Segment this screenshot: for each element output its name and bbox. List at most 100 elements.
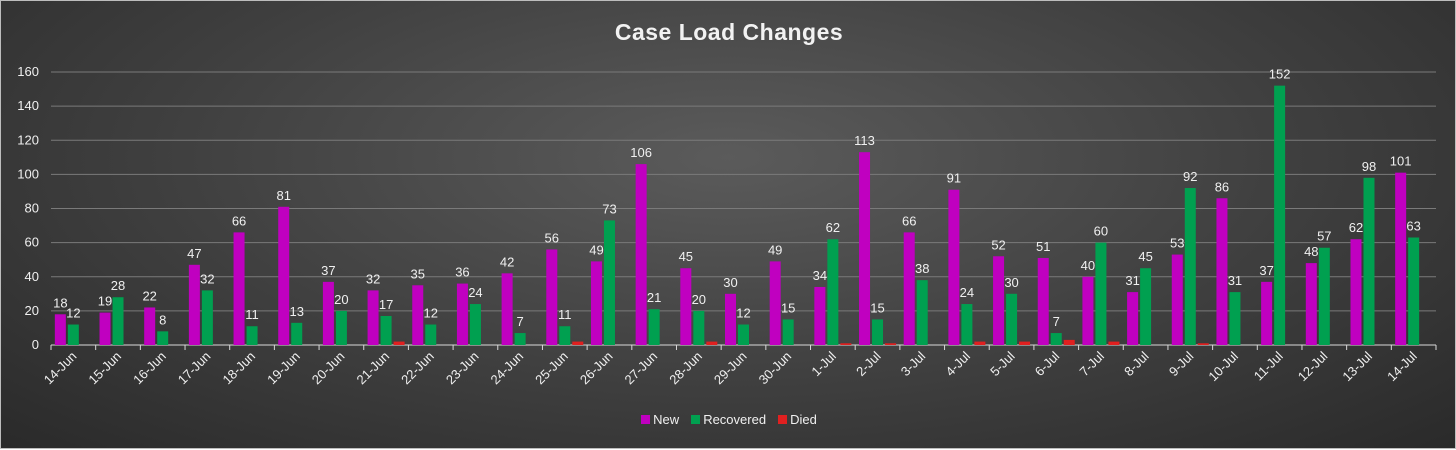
x-tick-label: 12-Jul xyxy=(1295,348,1331,384)
bar-recovered xyxy=(1363,177,1375,345)
data-label-recovered: 98 xyxy=(1362,159,1376,174)
chart-title: Case Load Changes xyxy=(614,19,844,45)
bar-new xyxy=(99,312,111,345)
bar-died xyxy=(974,341,986,345)
data-label-new: 40 xyxy=(1081,258,1095,273)
x-tick-label: 14-Jun xyxy=(41,349,80,388)
x-tick-label: 14-Jul xyxy=(1384,348,1420,384)
bar-new xyxy=(1127,292,1139,345)
x-tick-label: 19-Jun xyxy=(264,349,303,388)
bar-recovered xyxy=(201,290,213,345)
bar-new xyxy=(680,268,692,345)
data-label-recovered: 21 xyxy=(647,290,661,305)
bar-new xyxy=(501,273,513,345)
data-label-new: 49 xyxy=(768,242,782,257)
bar-recovered xyxy=(112,297,124,345)
bar-recovered xyxy=(157,331,169,345)
x-tick-label: 15-Jun xyxy=(85,349,124,388)
data-label-new: 37 xyxy=(1259,263,1273,278)
data-label-recovered: 11 xyxy=(558,307,572,322)
data-label-recovered: 63 xyxy=(1406,219,1420,234)
data-label-recovered: 15 xyxy=(870,300,884,315)
x-tick-label: 23-Jun xyxy=(443,349,482,388)
y-tick-label: 60 xyxy=(25,235,39,250)
data-label-new: 86 xyxy=(1215,179,1229,194)
bar-new xyxy=(590,261,602,345)
x-tick-label: 24-Jun xyxy=(488,349,527,388)
bar-recovered xyxy=(1184,188,1196,345)
data-label-new: 47 xyxy=(187,246,201,261)
x-tick-label: 1-Jul xyxy=(808,348,839,379)
data-label-new: 34 xyxy=(813,268,827,283)
legend-swatch xyxy=(691,415,701,424)
bar-died xyxy=(572,341,584,345)
data-label-recovered: 73 xyxy=(602,201,616,216)
x-tick-label: 27-Jun xyxy=(622,349,661,388)
bar-recovered xyxy=(827,239,839,345)
bar-new xyxy=(233,232,245,345)
data-label-recovered: 24 xyxy=(960,285,974,300)
data-label-new: 36 xyxy=(455,265,469,280)
bar-recovered xyxy=(67,324,79,345)
y-tick-label: 0 xyxy=(32,337,39,352)
bar-new xyxy=(948,189,960,345)
bar-recovered xyxy=(559,326,571,345)
bar-new xyxy=(1305,263,1317,345)
legend-swatch xyxy=(641,415,651,424)
data-label-recovered: 20 xyxy=(692,292,706,307)
bar-recovered xyxy=(335,310,347,345)
bar-new xyxy=(1350,239,1362,345)
data-label-new: 22 xyxy=(142,288,156,303)
data-label-new: 32 xyxy=(366,271,380,286)
x-tick-label: 28-Jun xyxy=(666,349,705,388)
x-tick-label: 5-Jul xyxy=(987,348,1018,379)
y-tick-label: 100 xyxy=(17,166,39,181)
bar-recovered xyxy=(425,324,437,345)
bar-new xyxy=(1037,257,1049,345)
x-tick-label: 9-Jul xyxy=(1166,348,1197,379)
data-label-new: 19 xyxy=(98,294,112,309)
bar-recovered xyxy=(1274,85,1286,346)
bar-new xyxy=(1216,198,1228,345)
bar-died xyxy=(1108,341,1120,345)
data-label-new: 30 xyxy=(723,275,737,290)
data-label-recovered: 7 xyxy=(516,314,523,329)
bar-died xyxy=(885,343,897,345)
bar-recovered xyxy=(1095,242,1107,345)
data-label-recovered: 57 xyxy=(1317,229,1331,244)
bar-recovered xyxy=(916,280,928,345)
x-tick-label: 2-Jul xyxy=(853,348,884,379)
bar-new xyxy=(1171,254,1183,345)
bar-recovered xyxy=(1140,268,1152,345)
bar-died xyxy=(1019,341,1031,345)
data-label-new: 31 xyxy=(1125,273,1139,288)
data-label-recovered: 60 xyxy=(1094,224,1108,239)
bar-new xyxy=(725,293,736,345)
bar-new xyxy=(814,286,826,345)
legend-swatch xyxy=(778,415,788,424)
bar-recovered xyxy=(738,324,749,345)
x-tick-label: 26-Jun xyxy=(577,349,616,388)
bar-recovered xyxy=(246,326,258,345)
bar-recovered xyxy=(1006,293,1018,345)
x-tick-label: 13-Jul xyxy=(1339,348,1375,384)
data-label-recovered: 30 xyxy=(1004,275,1018,290)
x-tick-label: 25-Jun xyxy=(532,349,571,388)
bar-recovered xyxy=(1318,247,1330,345)
data-label-recovered: 17 xyxy=(379,297,393,312)
bar-died xyxy=(706,341,718,345)
data-label-new: 106 xyxy=(630,145,652,160)
x-tick-label: 16-Jun xyxy=(130,349,169,388)
bar-new xyxy=(1082,276,1094,345)
bar-new xyxy=(1395,172,1407,345)
y-tick-label: 160 xyxy=(17,64,39,79)
x-tick-label: 8-Jul xyxy=(1121,348,1152,379)
data-label-new: 113 xyxy=(854,133,875,148)
y-tick-label: 40 xyxy=(25,269,39,284)
bar-recovered xyxy=(648,309,660,345)
bar-recovered xyxy=(1408,237,1420,345)
bar-new xyxy=(144,307,156,345)
data-label-recovered: 28 xyxy=(111,278,125,293)
data-label-recovered: 11 xyxy=(245,307,259,322)
x-tick-label: 30-Jun xyxy=(756,349,795,388)
